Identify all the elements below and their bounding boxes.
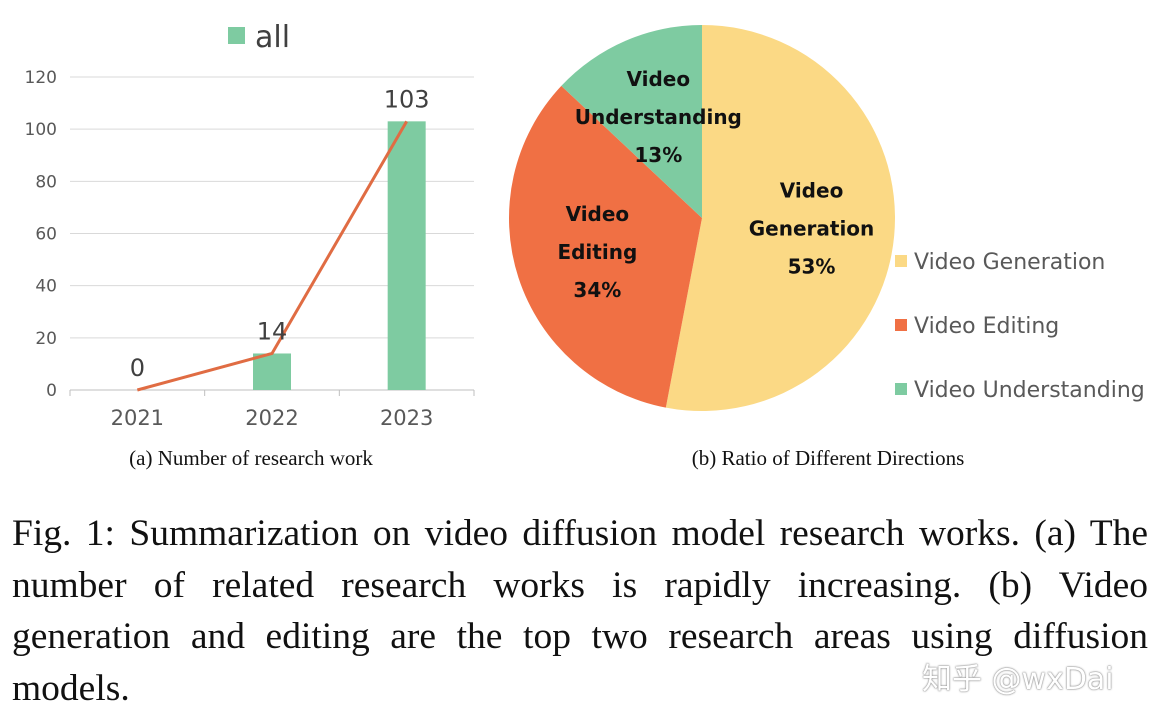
pie-slice-label: Editing — [557, 240, 637, 264]
data-label: 0 — [130, 354, 145, 382]
watermark: 知乎 @wxDai — [922, 662, 1114, 697]
x-tick-label: 2021 — [111, 406, 164, 430]
pie-legend-label: Video Generation — [914, 250, 1105, 275]
y-tick-label: 0 — [46, 381, 57, 401]
y-tick-label: 60 — [35, 225, 57, 245]
bar — [253, 353, 291, 390]
x-tick-labels: 2021 2022 2023 — [111, 406, 434, 430]
y-gridlines — [69, 76, 475, 396]
pie-legend-label: Video Editing — [914, 314, 1059, 339]
legend-label-all: all — [255, 20, 290, 55]
pie-slice — [561, 25, 702, 218]
subcaption-b: (b) Ratio of Different Directions — [692, 446, 965, 470]
pie-slice-label: 13% — [634, 143, 682, 167]
y-tick-label: 80 — [35, 172, 57, 192]
pie-slice — [508, 85, 702, 408]
pie-slice-label: Video — [566, 202, 630, 226]
pie-slices — [508, 25, 895, 412]
pie-legend-swatch — [895, 383, 907, 395]
pie-legend-label: Video Understanding — [914, 378, 1145, 403]
pie-legend: Video Generation Video Editing Video Under… — [895, 250, 1145, 403]
y-tick-labels: 0 20 40 60 80 100 120 — [25, 68, 57, 401]
x-tick-label: 2022 — [245, 406, 298, 430]
y-tick-label: 120 — [25, 68, 57, 88]
pie-labels: Video Generation 53% Video Editing 34% Video Un… — [557, 67, 874, 302]
pie-chart: Video Generation 53% Video Editing 34% Video Un… — [508, 25, 1145, 470]
pie-slice-label: Video — [627, 67, 691, 91]
bar — [387, 121, 426, 390]
pie-legend-swatch — [895, 319, 907, 331]
bars — [253, 121, 426, 390]
x-tick-label: 2023 — [380, 406, 433, 430]
pie-slice-label: Video — [780, 178, 844, 202]
trend-line — [136, 120, 408, 392]
legend-swatch-all — [228, 27, 245, 44]
pie-slice-label: Understanding — [575, 105, 742, 129]
data-label: 103 — [384, 85, 430, 113]
pie-legend-swatch — [895, 255, 907, 267]
subcaption-a: (a) Number of research work — [129, 446, 373, 470]
pie-slice — [665, 25, 895, 412]
pie-slice-label: Generation — [749, 216, 875, 240]
pie-slice-label: 53% — [788, 254, 836, 278]
y-tick-label: 40 — [35, 277, 57, 297]
data-label: 14 — [257, 317, 288, 345]
data-labels: 0 14 103 — [130, 85, 430, 382]
y-tick-label: 100 — [25, 120, 57, 140]
pie-slice-label: 34% — [573, 278, 621, 302]
figure-caption: Fig. 1: Summarization on video diffusion… — [12, 513, 1148, 709]
y-tick-label: 20 — [35, 329, 57, 349]
